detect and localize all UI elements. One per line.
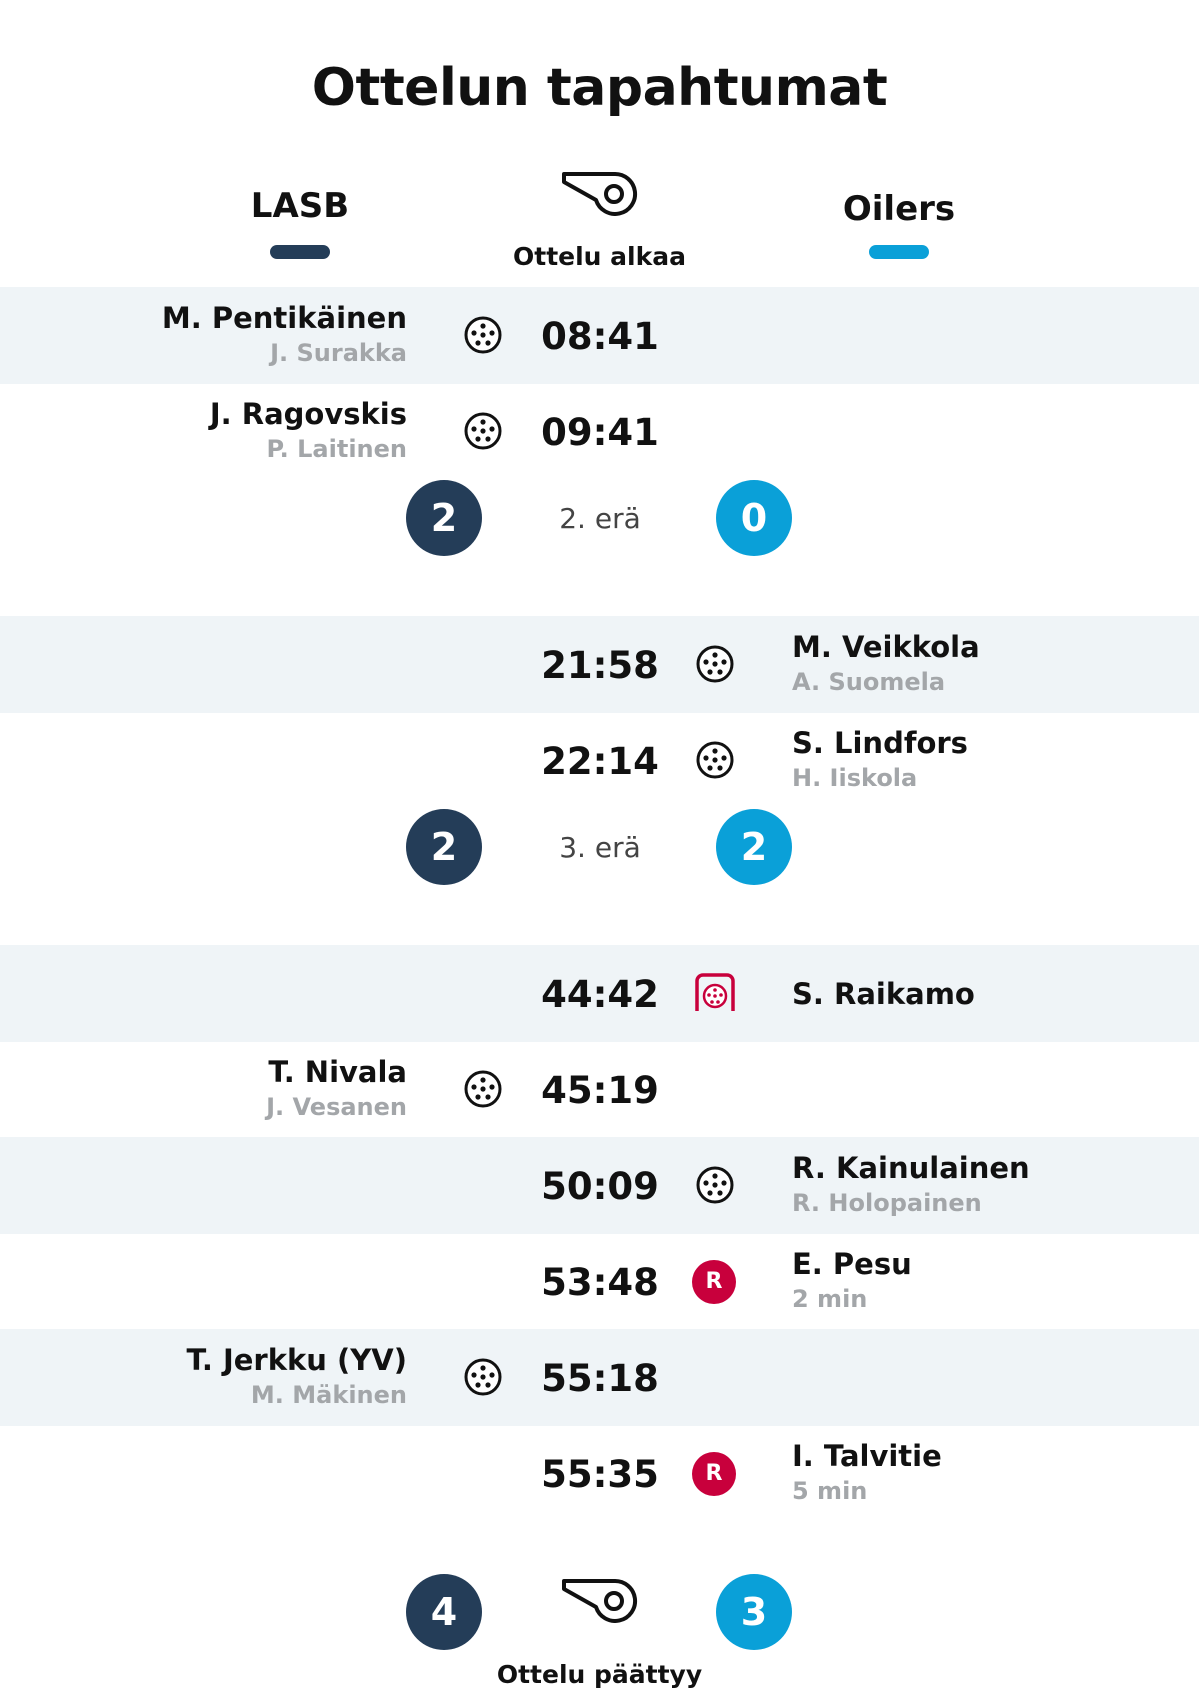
event-row: 55:35 I. Talvitie 5 min R [0, 1425, 1199, 1522]
goal-ball-icon [693, 1163, 737, 1207]
event-assist-name: R. Holopainen [792, 1189, 982, 1217]
home-team-name: LASB [250, 186, 350, 226]
event-player-block: J. Ragovskis P. Laitinen [210, 395, 407, 465]
event-assist-name: H. Iiskola [792, 764, 918, 792]
event-player-name: T. Nivala [268, 1055, 407, 1089]
event-time: 45:19 [541, 1069, 659, 1112]
event-row: 22:14 S. Lindfors H. Iiskola [0, 712, 1199, 809]
event-player-name: R. Kainulainen [792, 1151, 1030, 1185]
goal-ball-icon [461, 409, 505, 453]
event-assist-name: P. Laitinen [266, 435, 407, 463]
event-player-block: S. Lindfors H. Iiskola [792, 724, 968, 794]
period-score-home: 2 [406, 809, 482, 885]
event-assist-name: J. Vesanen [266, 1093, 407, 1121]
event-player-name: T. Jerkku (YV) [186, 1343, 407, 1377]
penalty-badge-icon: R [692, 1260, 736, 1304]
period-label: 2. erä [559, 502, 641, 535]
event-player-name: M. Pentikäinen [161, 301, 407, 335]
event-player-block: M. Pentikäinen J. Surakka [162, 299, 407, 369]
period-score-away: 2 [716, 809, 792, 885]
event-row: 50:09 R. Kainulainen R. Holopainen [0, 1137, 1199, 1234]
penalty-badge-icon: R [692, 1452, 736, 1496]
event-player-block: I. Talvitie 5 min [792, 1437, 942, 1507]
home-team-bar [270, 245, 330, 259]
final-score-away: 3 [716, 1574, 792, 1650]
event-time: 44:42 [541, 973, 659, 1016]
event-row: 44:42 S. Raikamo [0, 945, 1199, 1042]
event-player-name: E. Pesu [792, 1247, 912, 1281]
whistle-icon [562, 171, 638, 216]
event-player-block: M. Veikkola A. Suomela [792, 628, 980, 698]
event-row: 45:19 T. Nivala J. Vesanen [0, 1041, 1199, 1138]
period-score-away: 0 [716, 480, 792, 556]
penalty-duration: 2 min [792, 1285, 868, 1313]
final-score-home: 4 [406, 1574, 482, 1650]
page-title: Ottelun tapahtumat [311, 58, 888, 118]
penalty-shot-icon [693, 971, 737, 1015]
event-time: 09:41 [541, 411, 659, 454]
event-row: 53:48 E. Pesu 2 min R [0, 1233, 1199, 1330]
event-time: 50:09 [541, 1165, 659, 1208]
period-separator: 2 3. erä 2 [0, 797, 1199, 897]
event-time: 55:35 [541, 1453, 659, 1496]
event-time: 21:58 [541, 644, 659, 687]
event-player-block: R. Kainulainen R. Holopainen [792, 1149, 1030, 1219]
event-row: 08:41 M. Pentikäinen J. Surakka [0, 287, 1199, 384]
event-player-block: T. Jerkku (YV) M. Mäkinen [186, 1341, 407, 1411]
away-team-name: Oilers [842, 189, 956, 229]
whistle-icon [562, 1578, 638, 1623]
event-time: 22:14 [541, 740, 659, 783]
goal-ball-icon [693, 642, 737, 686]
period-label: 3. erä [559, 831, 641, 864]
event-player-name: S. Lindfors [792, 726, 968, 760]
event-player-name: S. Raikamo [792, 977, 975, 1011]
penalty-duration: 5 min [792, 1477, 868, 1505]
event-assist-name: J. Surakka [270, 339, 407, 367]
event-player-block: E. Pesu 2 min [792, 1245, 912, 1315]
match-start-label: Ottelu alkaa [513, 242, 686, 271]
event-player-block: T. Nivala J. Vesanen [266, 1053, 407, 1123]
goal-ball-icon [461, 313, 505, 357]
period-score-home: 2 [406, 480, 482, 556]
event-time: 53:48 [541, 1261, 659, 1304]
goal-ball-icon [461, 1355, 505, 1399]
event-assist-name: A. Suomela [792, 668, 946, 696]
period-separator: 2 2. erä 0 [0, 468, 1199, 568]
match-end-label: Ottelu päättyy [496, 1660, 703, 1689]
event-player-name: J. Ragovskis [209, 397, 407, 431]
event-row: 55:18 T. Jerkku (YV) M. Mäkinen [0, 1329, 1199, 1426]
goal-ball-icon [461, 1067, 505, 1111]
goal-ball-icon [693, 738, 737, 782]
event-player-block: S. Raikamo [792, 975, 975, 1013]
event-time: 55:18 [541, 1357, 659, 1400]
event-player-name: M. Veikkola [792, 630, 980, 664]
event-assist-name: M. Mäkinen [250, 1381, 407, 1409]
event-player-name: I. Talvitie [792, 1439, 942, 1473]
event-row: 21:58 M. Veikkola A. Suomela [0, 616, 1199, 713]
away-team-bar [869, 245, 929, 259]
event-time: 08:41 [541, 315, 659, 358]
event-row: 09:41 J. Ragovskis P. Laitinen [0, 383, 1199, 480]
